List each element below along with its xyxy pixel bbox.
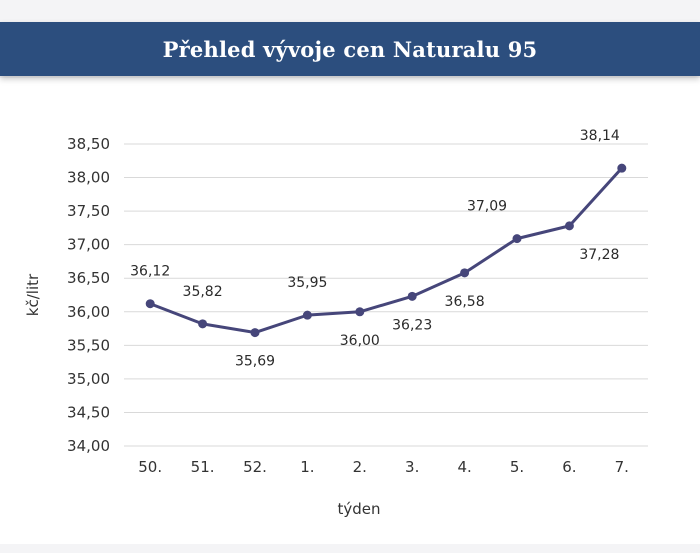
data-point — [460, 268, 470, 278]
x-tick-label: 50. — [138, 458, 162, 476]
data-point — [145, 299, 155, 309]
x-axis-label: týden — [337, 500, 380, 518]
data-label: 36,12 — [130, 264, 170, 280]
x-tick-label: 1. — [300, 458, 314, 476]
data-label: 37,28 — [579, 247, 619, 263]
x-tick-label: 5. — [510, 458, 524, 476]
data-label: 35,82 — [183, 284, 223, 300]
data-label: 37,09 — [467, 199, 507, 215]
data-label: 35,95 — [287, 275, 327, 291]
data-point — [250, 328, 260, 338]
data-point — [355, 307, 365, 317]
line-chart: 34,00 34,50 35,00 35,50 36,00 36,50 37,00 37,50… — [24, 128, 648, 518]
data-label: 36,00 — [340, 333, 380, 349]
y-tick-label: 36,00 — [67, 303, 110, 321]
data-point — [512, 234, 522, 244]
x-tick-label: 51. — [191, 458, 215, 476]
x-tick-label: 7. — [615, 458, 629, 476]
data-label: 36,58 — [445, 294, 485, 310]
data-label: 35,69 — [235, 354, 275, 370]
y-tick-label: 35,00 — [67, 370, 110, 388]
y-tick-label: 37,50 — [67, 202, 110, 220]
y-tick-label: 35,50 — [67, 336, 110, 354]
chart-title: Přehled vývoje cen Naturalu 95 — [162, 36, 538, 62]
x-tick-label: 52. — [243, 458, 267, 476]
x-tick-label: 2. — [353, 458, 367, 476]
y-tick-label: 36,50 — [67, 269, 110, 287]
data-point — [564, 221, 574, 231]
data-label: 36,23 — [392, 317, 432, 333]
y-tick-label: 37,00 — [67, 236, 110, 254]
y-tick-label: 34,00 — [67, 437, 110, 455]
series-line — [148, 166, 624, 335]
chart-card: 34,00 34,50 35,00 35,50 36,00 36,50 37,00 37,50… — [0, 78, 700, 544]
y-axis-label: kč/litr — [24, 273, 42, 316]
x-tick-label: 6. — [562, 458, 576, 476]
data-point — [617, 163, 627, 173]
data-point — [302, 310, 312, 320]
data-point — [407, 291, 417, 301]
y-tick-label: 38,50 — [67, 135, 110, 153]
x-tick-label: 3. — [405, 458, 419, 476]
data-point — [198, 319, 208, 329]
data-label: 38,14 — [580, 128, 620, 144]
title-banner: Přehled vývoje cen Naturalu 95 — [0, 22, 700, 76]
y-tick-label: 38,00 — [67, 169, 110, 187]
y-tick-label: 34,50 — [67, 403, 110, 421]
x-tick-label: 4. — [457, 458, 471, 476]
